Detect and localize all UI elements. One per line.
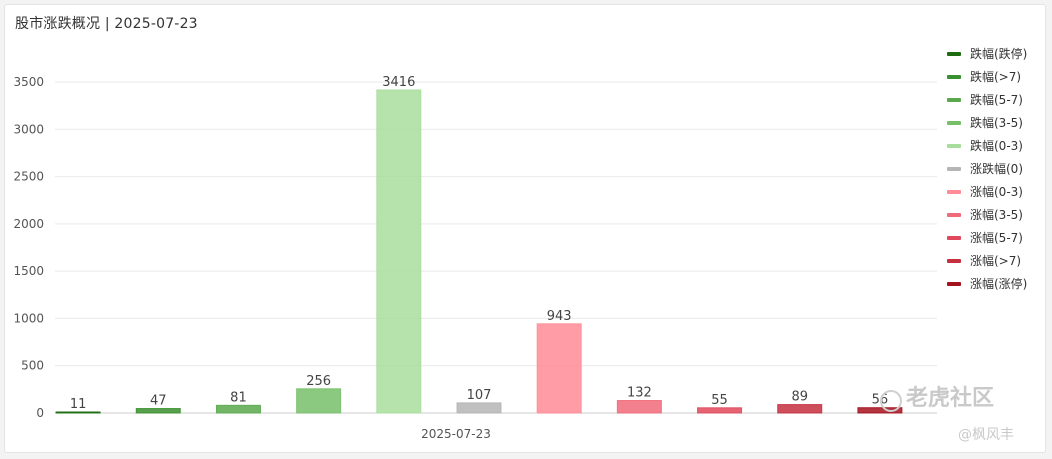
bar[interactable] (616, 400, 662, 414)
watermark-logo-text: 老虎社区 (906, 386, 995, 411)
y-tick-label: 2000 (13, 217, 44, 231)
bar-value-label: 132 (627, 386, 652, 401)
legend-item[interactable]: 跌幅(跌停) (970, 46, 1027, 61)
bar-value-label: 47 (150, 394, 167, 409)
bar-value-label: 256 (306, 374, 331, 389)
y-tick-label: 500 (21, 359, 44, 373)
y-tick-label: 0 (36, 406, 44, 420)
bar-value-label: 3416 (382, 75, 415, 90)
legend-swatch (947, 282, 961, 286)
bar-value-label: 89 (791, 390, 808, 405)
legend-swatch (947, 75, 961, 79)
legend-swatch (947, 52, 961, 56)
bar-value-label: 55 (711, 393, 728, 408)
legend-item[interactable]: 涨幅(0-3) (970, 184, 1023, 199)
bar[interactable] (296, 388, 342, 414)
y-tick-label: 1000 (13, 311, 44, 325)
legend-swatch (947, 167, 961, 171)
legend-swatch (947, 121, 961, 125)
legend-swatch (947, 259, 961, 263)
chart-card: 股市涨跌概况 | 2025-07-23 (4, 4, 1046, 453)
bar-value-label: 943 (547, 309, 572, 324)
bar[interactable] (777, 404, 823, 414)
y-tick-label: 2500 (13, 170, 44, 184)
y-tick-label: 1500 (13, 264, 44, 278)
bar-value-label: 107 (467, 388, 492, 403)
bar[interactable] (215, 404, 261, 414)
legend-item[interactable]: 跌幅(5-7) (970, 92, 1023, 107)
legend-swatch (947, 190, 961, 194)
watermark-user: @枫风丰 (958, 427, 1014, 443)
bar[interactable] (135, 408, 181, 414)
bar[interactable] (376, 89, 422, 414)
bar[interactable] (697, 407, 743, 414)
tiger-logo-icon (880, 389, 902, 412)
bar[interactable] (456, 402, 502, 414)
y-tick-label: 3500 (13, 75, 44, 89)
bar[interactable] (857, 407, 903, 414)
legend-swatch (947, 213, 961, 217)
bar[interactable] (536, 323, 582, 414)
legend-item[interactable]: 涨幅(>7) (970, 253, 1021, 268)
watermark: 老虎社区 @枫风丰 (880, 380, 1014, 443)
chart-title: 股市涨跌概况 | 2025-07-23 (15, 16, 198, 32)
x-tick-label: 2025-07-23 (421, 427, 491, 441)
legend-item[interactable]: 跌幅(0-3) (970, 138, 1023, 153)
legend-item[interactable]: 跌幅(3-5) (970, 115, 1023, 130)
bar[interactable] (55, 411, 101, 414)
legend-item[interactable]: 涨跌幅(0) (970, 161, 1023, 176)
legend-item[interactable]: 涨幅(5-7) (970, 230, 1023, 245)
legend-swatch (947, 144, 961, 148)
legend-swatch (947, 236, 961, 240)
legend-swatch (947, 98, 961, 102)
y-tick-label: 3000 (13, 122, 44, 136)
legend-item[interactable]: 跌幅(>7) (970, 69, 1021, 84)
legend-item[interactable]: 涨幅(涨停) (970, 276, 1027, 291)
bar-value-label: 11 (70, 397, 87, 412)
bar-value-label: 81 (230, 390, 247, 405)
legend-item[interactable]: 涨幅(3-5) (970, 207, 1023, 222)
